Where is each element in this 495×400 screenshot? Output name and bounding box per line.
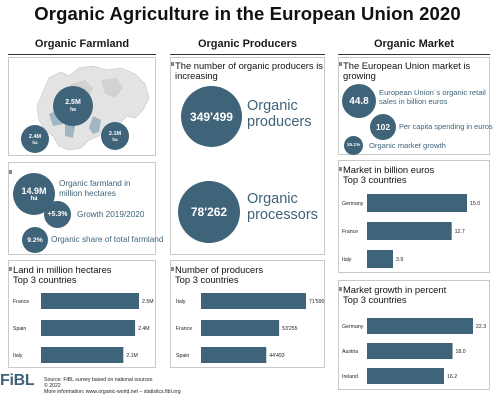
- stat-label-farmland: Organic farmland in million hectares: [59, 179, 131, 198]
- bar-label-france: France: [176, 326, 192, 332]
- bar-ireland: [367, 368, 445, 384]
- stat-unit-farmland: ha: [30, 195, 38, 202]
- stat-label-processors: Organic processors: [247, 191, 318, 223]
- source-line: Source: FiBL survey based on national so…: [44, 377, 153, 383]
- chart-producers: Italy 71'590 France 53'255 Spain 44'493: [176, 293, 325, 363]
- market-heading: The European Union market is growing: [343, 60, 471, 82]
- bar-italy: [201, 293, 306, 309]
- column-header-farmland: Organic Farmland: [34, 38, 130, 50]
- fibl-logo: FiBL: [0, 372, 35, 389]
- stat-value-farmland: 14.9M: [21, 185, 47, 196]
- market-panel: The European Union market is growing 44.…: [338, 57, 493, 155]
- panel-marker: [9, 170, 12, 174]
- source-note: Source: FiBL survey based on national so…: [44, 377, 324, 396]
- stat-bubble-producers: 349'499: [181, 86, 242, 147]
- bar-value-germany: 22.3: [476, 324, 486, 330]
- chart-market: Germany 15.0 France 12.7 Italy 3.9: [342, 194, 480, 268]
- panel-marker: [171, 267, 174, 271]
- bar-italy: [367, 250, 393, 268]
- stat-label-growth: Growth 2019/2020: [77, 210, 145, 219]
- bar-spain: [41, 320, 136, 336]
- farmland-stats-panel: 14.9M ha Organic farmland in million hec…: [8, 162, 164, 255]
- stat-label-producers: Organic producers: [247, 98, 312, 130]
- bar-value-germany: 15.0: [470, 201, 480, 207]
- stat-label-retail: European Union´s organic retail sales in…: [379, 88, 486, 106]
- panel-marker: [171, 62, 174, 66]
- map-unit-france: ha: [70, 107, 76, 113]
- column-header-market: Organic Market: [373, 38, 455, 50]
- map-bubble-france: 2.5M ha: [53, 86, 93, 126]
- column-rule-farmland: [8, 54, 156, 55]
- chart-land: France 2.5M Spain 2.4M Italy 2.1M: [13, 293, 154, 363]
- bar-germany: [367, 194, 467, 212]
- map-unit-italy: ha: [112, 136, 118, 142]
- chart-title-market-growth: Market growth in percent Top 3 countries: [343, 284, 447, 306]
- bar-germany: [367, 318, 473, 334]
- stat-bubble-retail: 44.8: [342, 84, 376, 118]
- column-rule-market: [338, 54, 490, 55]
- bar-value-italy: 71'590: [309, 299, 325, 305]
- copyright-line: © 2022: [44, 383, 61, 390]
- bar-label-italy: Italy: [342, 257, 352, 263]
- bar-value-france: 12.7: [455, 229, 465, 235]
- bar-italy: [41, 347, 124, 363]
- bar-value-france: 2.5M: [142, 299, 154, 305]
- bar-label-italy: Italy: [176, 299, 186, 305]
- chart-panel-land: Land in million hectares Top 3 countries…: [8, 260, 156, 368]
- bar-france: [41, 293, 139, 309]
- panel-marker: [339, 287, 342, 291]
- more-info-line: More information: www.organic-world.net …: [44, 389, 181, 396]
- panel-marker: [9, 267, 12, 271]
- stat-label-percapita: Per capita spending in euros: [399, 122, 493, 131]
- map-value-italy: 2.1M: [108, 130, 122, 137]
- chart-title-land: Land in million hectares Top 3 countries: [13, 264, 112, 286]
- chart-panel-producers: Number of producers Top 3 countries Ital…: [170, 260, 325, 368]
- chart-market-growth: Germany 22.3 Austria 18.0 Ireland 16.2: [342, 318, 486, 384]
- producers-heading: The number of organic producers is incre…: [175, 60, 323, 82]
- bar-spain: [201, 347, 267, 363]
- stat-bubble-processors: 78'262: [178, 181, 240, 243]
- stat-bubble-share: 9.2%: [22, 227, 48, 253]
- bar-label-spain: Spain: [13, 326, 26, 332]
- bar-value-france: 53'255: [282, 326, 298, 332]
- chart-panel-market-growth: Market growth in percent Top 3 countries…: [338, 280, 490, 390]
- bar-value-austria: 18.0: [456, 349, 466, 355]
- chart-title-producers: Number of producers Top 3 countries: [175, 264, 264, 286]
- bar-label-austria: Austria: [342, 349, 358, 355]
- bar-value-italy: 3.9: [396, 257, 403, 263]
- stat-bubble-market-growth: 15.1%: [344, 136, 363, 155]
- bar-value-italy: 2.1M: [126, 353, 138, 359]
- bar-label-spain: Spain: [176, 353, 189, 359]
- stat-label-share: Organic share of total farmland: [51, 235, 164, 244]
- bar-label-germany: Germany: [342, 324, 364, 330]
- bar-label-france: France: [342, 229, 358, 235]
- bar-label-ireland: Ireland: [342, 374, 358, 380]
- bar-label-italy: Italy: [13, 353, 23, 359]
- map-value-spain: 2.4M: [28, 133, 42, 140]
- map-unit-spain: ha: [32, 139, 38, 145]
- bar-label-germany: Germany: [342, 201, 364, 207]
- bar-value-spain: 2.4M: [138, 326, 150, 332]
- chart-title-market: Market in billion euros Top 3 countries: [343, 164, 435, 186]
- chart-panel-market: Market in billion euros Top 3 countries …: [338, 160, 490, 273]
- bar-value-spain: 44'493: [269, 353, 285, 359]
- panel-marker: [339, 167, 342, 171]
- bar-value-ireland: 16.2: [447, 374, 457, 380]
- stat-label-market-growth: Organic market growth: [369, 141, 446, 150]
- eu-map-panel: 2.5M ha 2.4M ha 2.1M ha: [8, 57, 156, 156]
- map-bubble-italy: 2.1M ha: [101, 122, 129, 150]
- column-rule-producers: [170, 54, 325, 55]
- bar-france: [201, 320, 280, 336]
- map-bubble-spain: 2.4M ha: [21, 125, 49, 153]
- bar-austria: [367, 343, 453, 359]
- bar-label-france: France: [13, 299, 29, 305]
- column-header-producers: Organic Producers: [197, 38, 298, 50]
- producers-panel: The number of organic producers is incre…: [170, 57, 325, 255]
- page-title: Organic Agriculture in the European Unio…: [34, 3, 461, 24]
- stat-bubble-percapita: 102: [370, 114, 396, 140]
- map-value-france: 2.5M: [65, 99, 81, 106]
- bar-france: [367, 222, 452, 240]
- panel-marker: [339, 62, 342, 66]
- stat-bubble-growth: +5.3%: [44, 201, 71, 228]
